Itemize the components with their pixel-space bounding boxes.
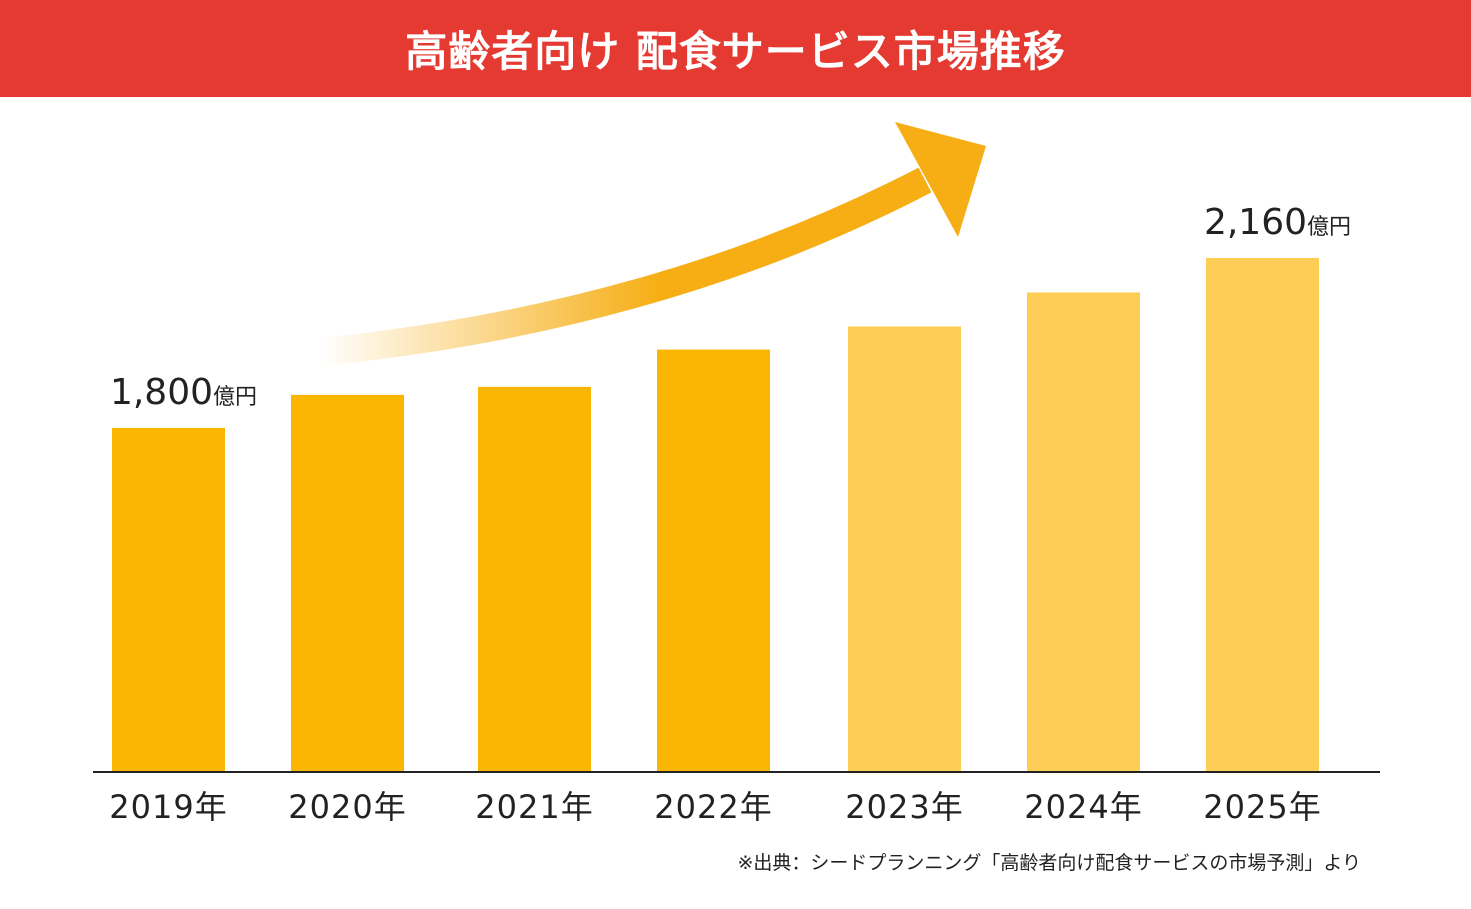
chart-title: 高齢者向け 配食サービス市場推移: [405, 27, 1066, 76]
data-label: 1,800億円: [110, 372, 257, 413]
data-label-unit: 億円: [213, 385, 257, 410]
data-label-value: 1,800: [110, 372, 213, 413]
bar-2019年: [112, 427, 225, 772]
data-label-unit: 億円: [1307, 215, 1351, 240]
bar-2024年: [1027, 292, 1140, 772]
x-tick-label: 2021年: [475, 788, 593, 826]
x-tick-label: 2023年: [845, 788, 963, 826]
bar-2020年: [291, 394, 404, 772]
x-tick-label: 2022年: [654, 788, 772, 826]
x-tick-label: 2020年: [288, 788, 406, 826]
title-banner: 高齢者向け 配食サービス市場推移: [0, 0, 1471, 97]
data-label-value: 2,160: [1204, 202, 1307, 243]
x-tick-label: 2024年: [1024, 788, 1142, 826]
growth-arrow-icon: [318, 122, 986, 366]
x-tick-label: 2025年: [1203, 788, 1321, 826]
bar-2022年: [657, 349, 770, 772]
bar-2025年: [1206, 258, 1319, 772]
bar-2023年: [848, 326, 961, 772]
bar-2021年: [478, 386, 591, 772]
data-label: 2,160億円: [1204, 202, 1351, 243]
x-tick-label: 2019年: [109, 788, 227, 826]
source-note: ※出典：シードプランニング「高齢者向け配食サービスの市場予測」より: [737, 852, 1361, 874]
